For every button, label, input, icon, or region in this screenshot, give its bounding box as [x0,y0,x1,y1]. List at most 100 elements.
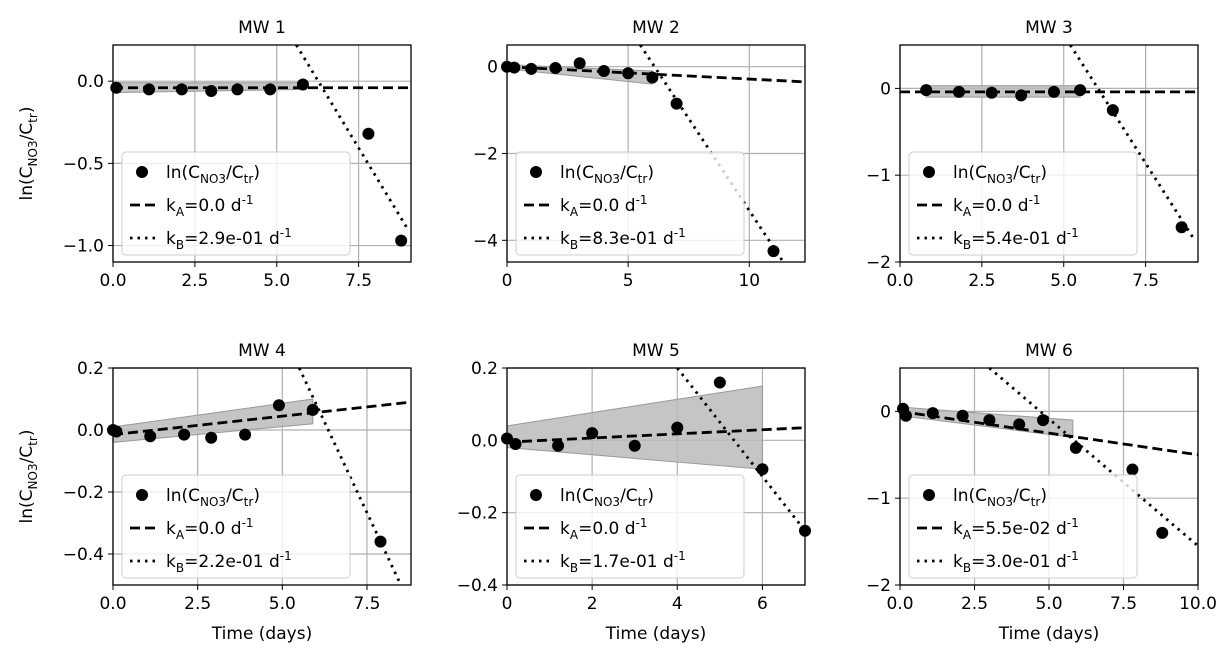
text-part: ln(C [953,486,987,506]
data-point [509,437,522,450]
data-point [143,83,156,96]
x-tick-label: 0.0 [99,594,126,614]
legend-label: kB=2.2e-01 d-1 [166,549,292,575]
legend-marker [530,166,542,178]
text-part-sub: B [570,561,578,575]
text-part-sub: NO3 [594,495,620,509]
x-tick-label: 2.5 [181,271,208,291]
text-part: ) [647,486,654,506]
text-part: ) [17,430,37,437]
legend-label: kB=8.3e-01 d-1 [560,226,686,252]
y-tick-label: −2 [866,576,891,596]
y-tick-label: −2 [866,253,891,273]
legend-box [908,474,1138,579]
text-part: k [953,229,963,249]
x-tick-label: 2.5 [184,594,211,614]
legend-box [121,151,351,256]
legend-marker [923,166,935,178]
legend-label: kB=2.9e-01 d-1 [166,226,292,252]
text-part: =5.4e-01 d [971,229,1067,249]
text-part-sub: B [963,561,971,575]
data-point [1175,221,1188,234]
text-part-sub: NO3 [200,172,226,186]
y-tick-label: 0 [880,402,891,422]
text-part-super: -1 [1067,226,1079,240]
text-part: ln(C [560,163,594,183]
text-part: =0.0 d [578,196,635,216]
x-tick-label: 5.0 [1035,594,1062,614]
legend-label: ln(CNO3/Ctr) [560,486,654,509]
text-part-sub: B [176,561,184,575]
subplot-title: MW 6 [1025,341,1073,361]
text-part-sub: NO3 [594,172,620,186]
x-tick-label: 7.5 [345,271,372,291]
data-point [628,439,641,452]
text-part: ln(C [17,166,37,200]
x-tick-label: 0.0 [99,271,126,291]
text-part: k [166,552,176,572]
y-tick-label: −0.5 [63,154,104,174]
text-part-sub: NO3 [26,463,40,489]
legend-marker [923,489,935,501]
x-tick-label: 5.0 [1050,271,1077,291]
text-part-super: -1 [280,226,292,240]
data-point [1126,463,1139,476]
text-part: =8.3e-01 d [578,229,674,249]
legend-label: ln(CNO3/Ctr) [560,163,654,186]
text-part: =2.9e-01 d [184,229,280,249]
y-tick-label: −1 [866,489,891,509]
x-tick-label: 6 [757,594,768,614]
subplot-title: MW 3 [1025,18,1073,38]
text-part-sub: NO3 [200,495,226,509]
x-tick-label: 5.0 [269,594,296,614]
data-point [1037,414,1050,427]
text-part-super: -1 [242,516,254,530]
legend-marker [136,166,148,178]
text-part: ) [1040,486,1047,506]
text-part-sub: A [176,205,185,219]
text-part: k [953,519,963,539]
data-point [573,57,586,70]
text-part: =5.5e-02 d [971,519,1067,539]
data-point [1156,526,1169,539]
legend-label: kA=5.5e-02 d-1 [953,516,1079,542]
fit-line [988,366,1199,548]
y-tick-label: 0.0 [471,431,498,451]
text-part: ) [1040,163,1047,183]
text-part: ) [253,486,260,506]
text-part: k [953,552,963,572]
fit-line [506,426,806,444]
text-part-super: -1 [1067,516,1079,530]
text-part-super: -1 [280,549,292,563]
text-part: /C [226,486,244,506]
text-part-sub: tr [244,172,254,186]
x-tick-label: 0.0 [886,594,913,614]
data-point [1106,104,1119,117]
legend-marker [136,489,148,501]
legend-label: kB=3.0e-01 d-1 [953,549,1079,575]
text-part: /C [1013,163,1031,183]
text-part-super: -1 [636,516,648,530]
subplot-title: MW 2 [632,18,680,38]
text-part: /C [620,486,638,506]
text-part: =1.7e-01 d [578,552,674,572]
text-part: =2.2e-01 d [184,552,280,572]
data-point [264,83,277,96]
text-part: =0.0 d [184,196,241,216]
text-part-super: -1 [674,226,686,240]
data-point [205,431,218,444]
fit-line [899,410,1199,457]
x-tick-label: 10.0 [1179,594,1217,614]
fit-line [297,367,403,586]
y-tick-label: 0.2 [471,359,498,379]
text-part-super: -1 [1067,549,1079,563]
subplot-title: MW 5 [632,341,680,361]
text-part: k [166,229,176,249]
text-part-sub: tr [638,495,648,509]
data-point [362,127,375,140]
data-point [272,399,285,412]
data-point [920,84,933,97]
y-tick-label: −2 [473,145,498,165]
text-part-sub: tr [26,113,40,123]
text-part: ln(C [17,489,37,523]
